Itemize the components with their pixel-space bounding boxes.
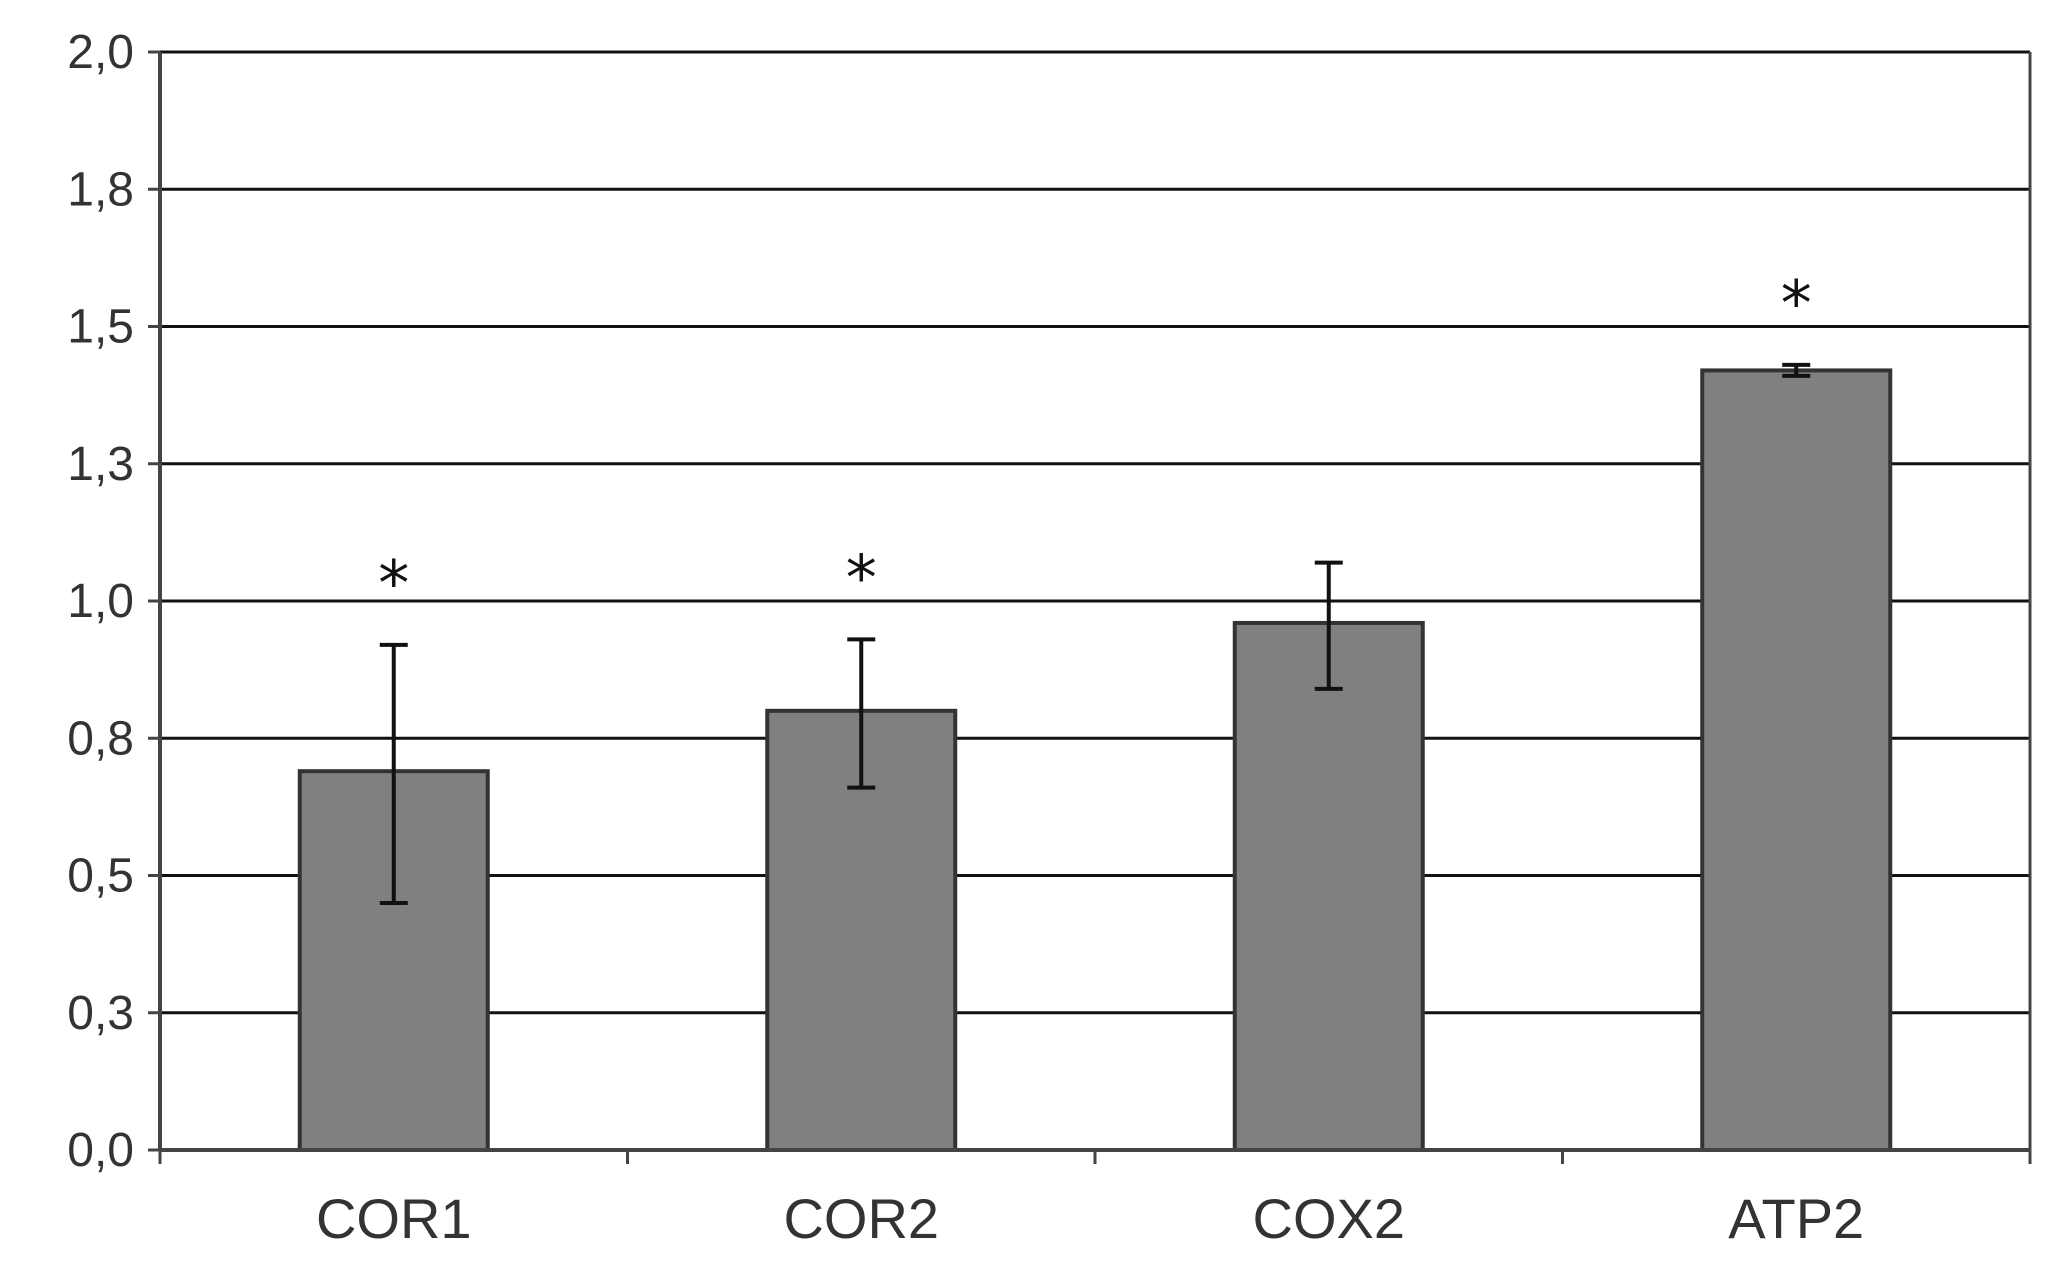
y-tick-label: 0,5 (67, 850, 134, 903)
error-bar-cor1 (379, 642, 408, 905)
error-bar-cor2 (847, 637, 876, 790)
y-tick-labels: 0,0 0,3 0,5 0,8 1,0 1,3 1,5 1,8 2,0 (67, 26, 134, 1177)
y-tick-label: 0,3 (67, 987, 134, 1040)
significance-star: * (846, 541, 877, 614)
error-bars (379, 362, 1811, 905)
x-tick-labels: COR1 COR2 COX2 ATP2 (316, 1187, 1864, 1250)
y-tick-label: 1,0 (67, 575, 134, 628)
significance-markers: * * * (378, 267, 1812, 620)
x-tick-label: COX2 (1253, 1187, 1406, 1250)
x-tick-label: COR1 (316, 1187, 472, 1250)
error-bar-cox2 (1314, 560, 1343, 691)
error-bar-atp2 (1782, 362, 1811, 378)
bar-cox2 (1232, 620, 1425, 1152)
y-tick-label: 1,8 (67, 163, 134, 216)
bars (297, 368, 1893, 1153)
x-tick-label: ATP2 (1728, 1187, 1864, 1250)
bar-atp2 (1700, 368, 1893, 1153)
y-tick-label: 1,5 (67, 301, 134, 354)
y-tick-label: 0,8 (67, 712, 134, 765)
y-tick-label: 2,0 (67, 26, 134, 79)
axes (148, 50, 2032, 1164)
significance-star: * (1781, 267, 1812, 340)
y-tick-label: 0,0 (67, 1124, 134, 1177)
y-tick-label: 1,3 (67, 438, 134, 491)
x-tick-label: COR2 (783, 1187, 939, 1250)
significance-star: * (378, 547, 409, 620)
